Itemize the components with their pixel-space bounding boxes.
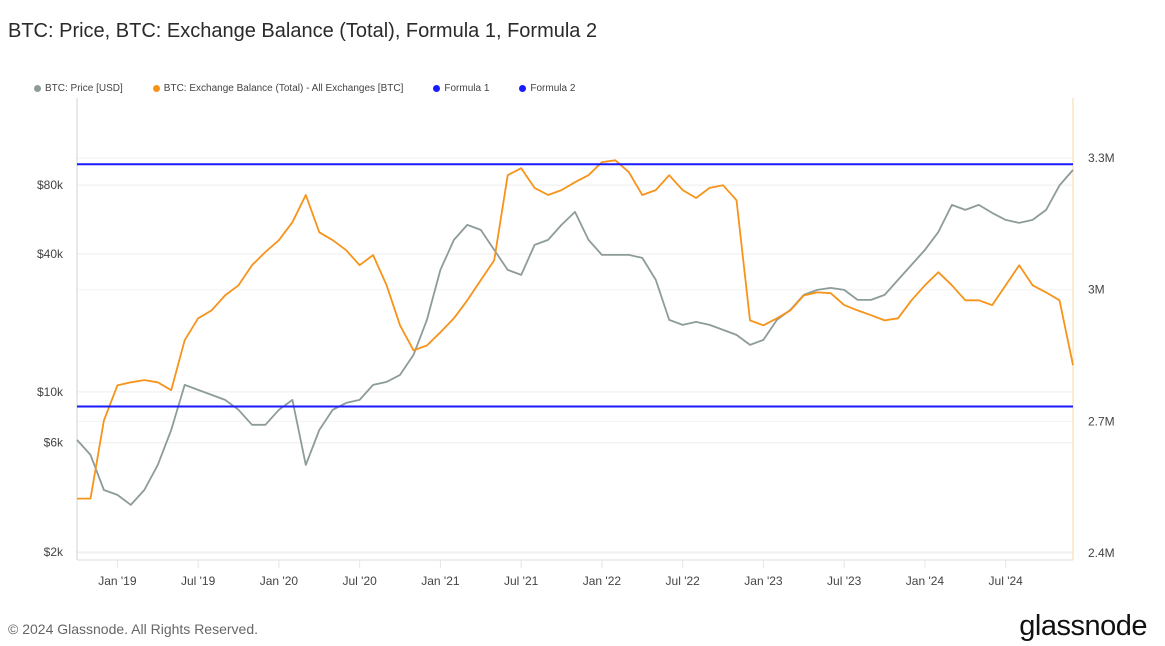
legend-item-price[interactable]: BTC: Price [USD] (34, 83, 123, 94)
x-tick-label: Jul '22 (666, 574, 701, 588)
x-tick-label: Jul '19 (181, 574, 216, 588)
y-right-tick-label: 3.3M (1088, 151, 1115, 165)
x-tick-label: Jan '21 (421, 574, 460, 588)
y-right-tick-label: 3M (1088, 283, 1105, 297)
legend-item-exchange-balance[interactable]: BTC: Exchange Balance (Total) - All Exch… (152, 83, 403, 94)
x-tick-label: Jan '24 (906, 574, 945, 588)
legend-dot-icon (433, 85, 441, 92)
x-tick-label: Jul '24 (989, 574, 1024, 588)
legend-item-formula-1[interactable]: Formula 1 (433, 83, 489, 94)
legend-dot-icon (152, 85, 160, 92)
x-tick-label: Jan '19 (98, 574, 137, 588)
legend-dot-icon (34, 85, 41, 92)
chart-title: BTC: Price, BTC: Exchange Balance (Total… (8, 20, 598, 42)
y-left-tick-label: $2k (44, 545, 64, 559)
x-tick-label: Jul '20 (342, 574, 377, 588)
exchange-balance-line (77, 159, 1074, 500)
legend-item-formula-2[interactable]: Formula 2 (519, 83, 575, 94)
y-right-tick-label: 2.7M (1088, 414, 1115, 428)
y-left-tick-label: $10k (37, 385, 64, 399)
y-left-tick-label: $80k (37, 178, 64, 192)
legend: BTC: Price [USD] BTC: Exchange Balance (… (34, 83, 605, 94)
x-tick-label: Jul '21 (504, 574, 539, 588)
y-left-tick-label: $40k (37, 247, 64, 261)
legend-dot-icon (519, 85, 527, 92)
x-tick-label: Jan '22 (583, 574, 622, 588)
y-left-tick-label: $6k (44, 436, 64, 450)
glassnode-logo: glassnode (1019, 610, 1147, 642)
copyright: © 2024 Glassnode. All Rights Reserved. (8, 621, 259, 637)
x-tick-label: Jan '20 (260, 574, 299, 588)
x-tick-label: Jan '23 (744, 574, 783, 588)
x-tick-label: Jul '23 (827, 574, 862, 588)
y-right-tick-label: 2.4M (1088, 546, 1115, 560)
price-line (76, 169, 1074, 506)
